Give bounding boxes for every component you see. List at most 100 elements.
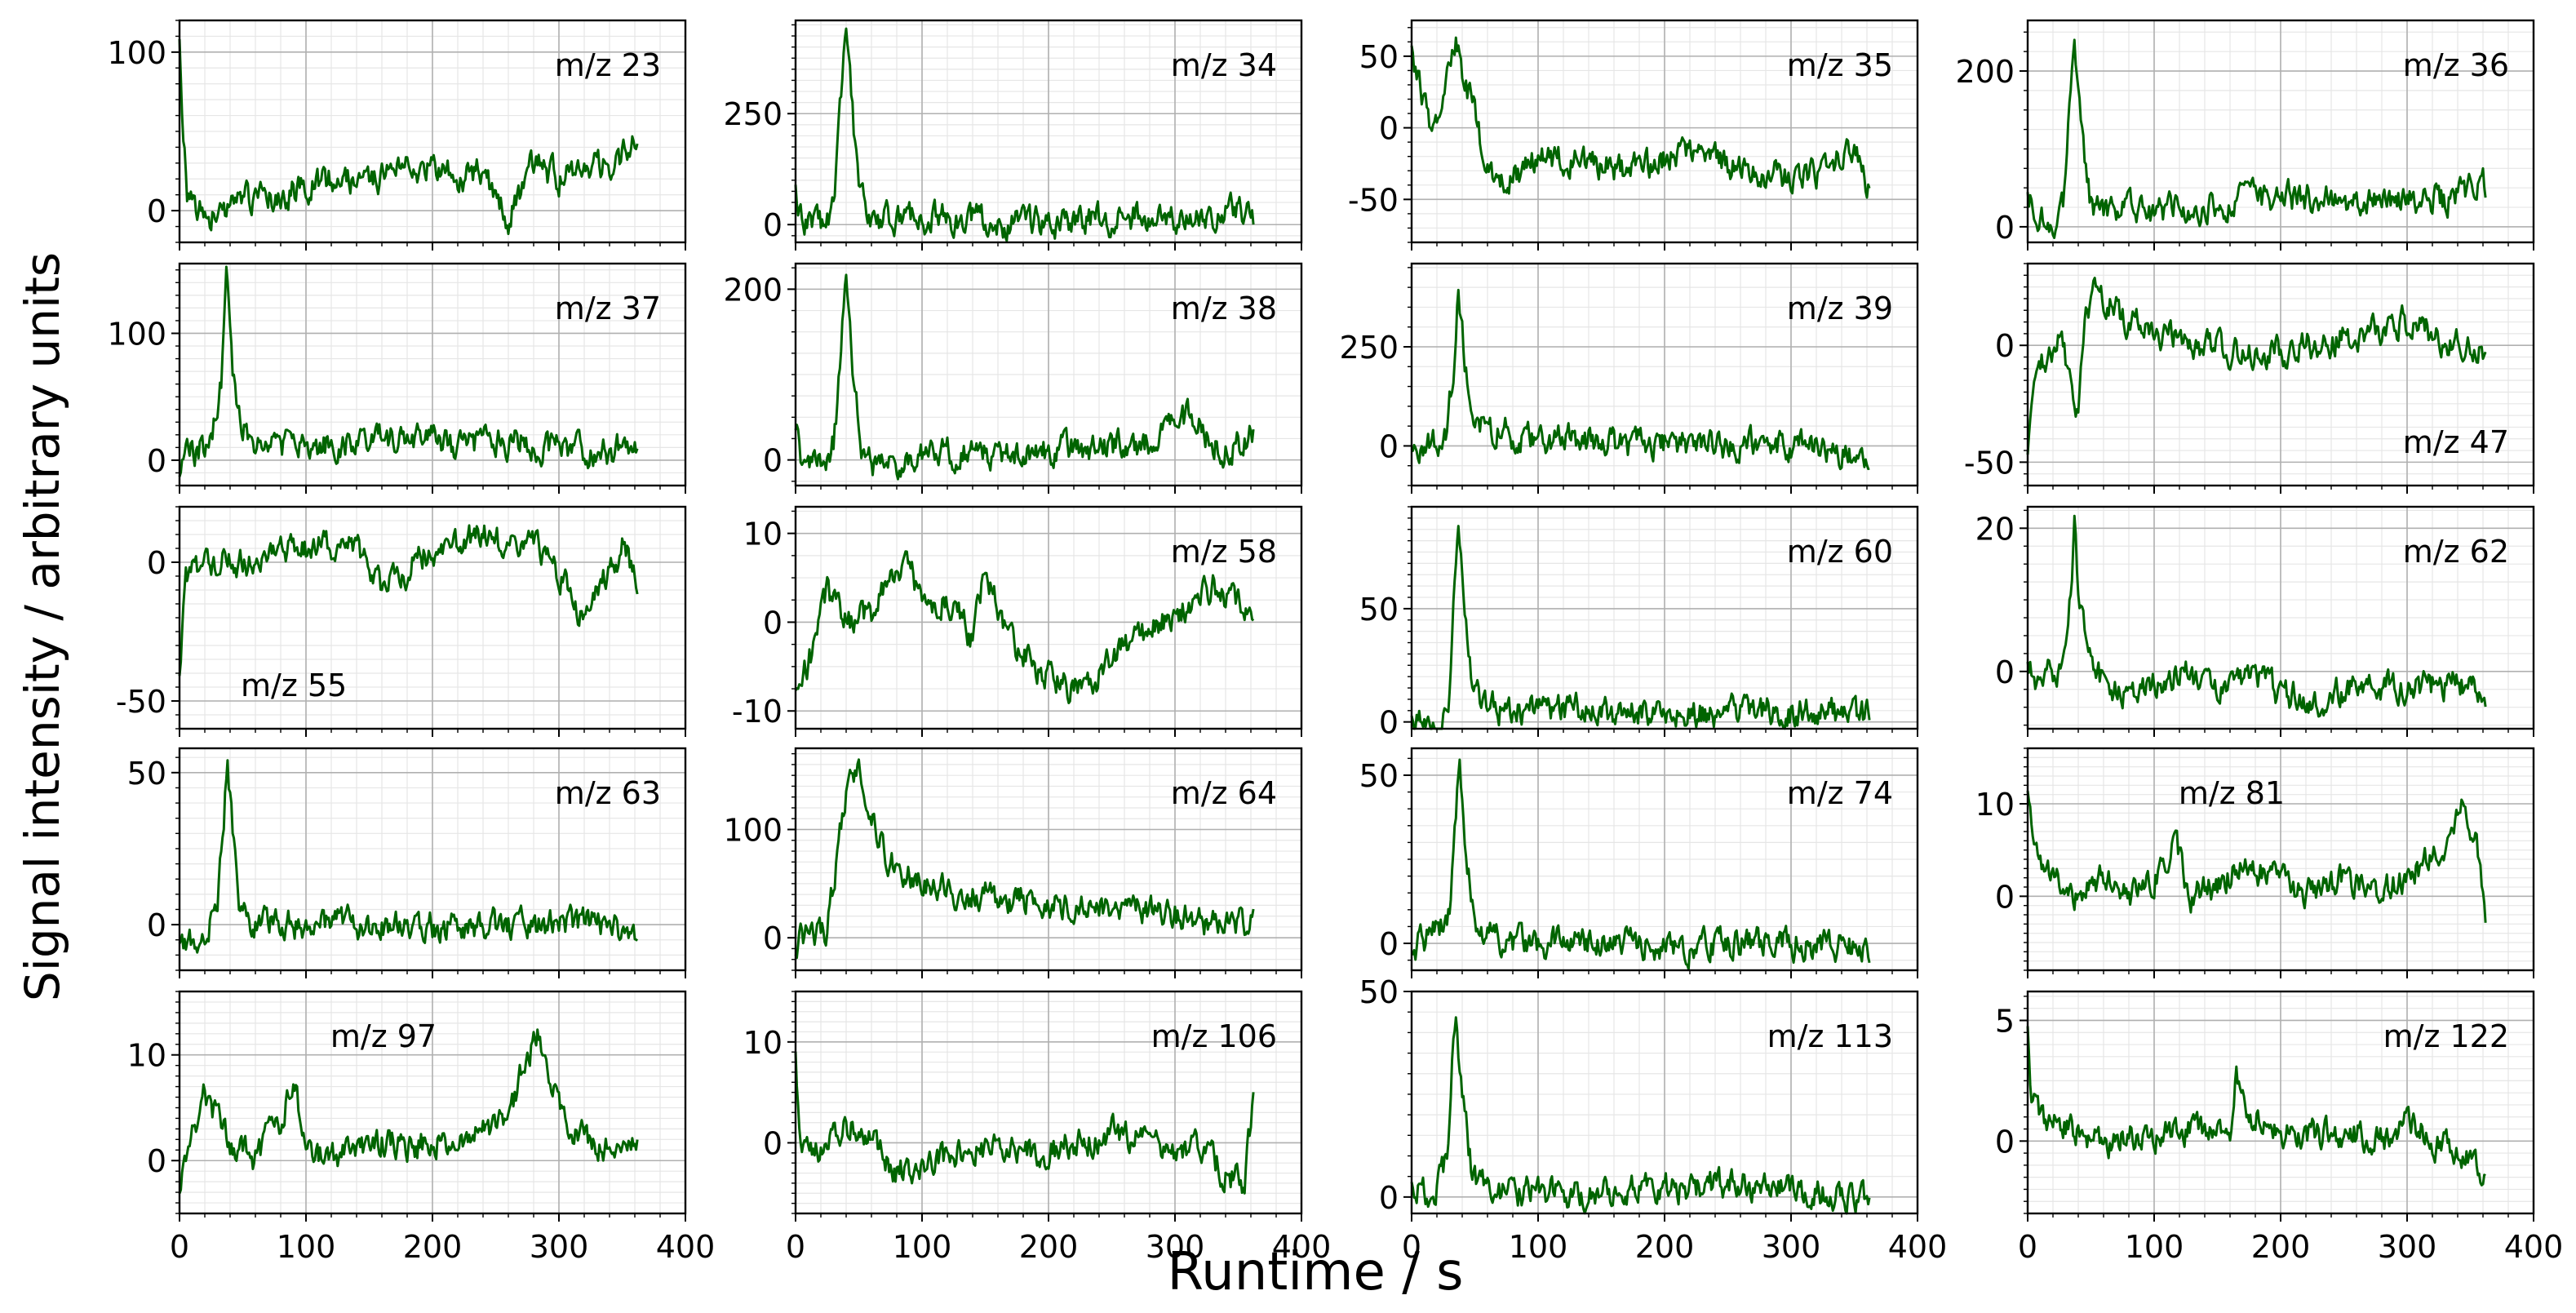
panel-label: m/z 113: [1767, 1018, 1893, 1054]
y-tick-label: 10: [743, 1025, 783, 1061]
panel-4: 0 200 m/z 36: [1955, 19, 2535, 251]
y-tick-label: 10: [743, 517, 783, 552]
x-tick-label: 0: [786, 1229, 805, 1265]
x-tick-label: 100: [277, 1229, 336, 1265]
y-tick-label: 0: [147, 443, 166, 479]
y-tick-label: 0: [1995, 879, 2015, 915]
series-line: [1411, 758, 1871, 970]
y-tick-label: 0: [1995, 654, 2015, 690]
series-line: [2026, 277, 2487, 455]
panel-label: m/z 38: [1171, 291, 1277, 326]
series-line: [794, 273, 1255, 481]
x-tick-label: 200: [2251, 1229, 2311, 1265]
series-line: [794, 1051, 1255, 1195]
y-tick-label: 250: [1339, 330, 1399, 366]
y-tick-label: 0: [147, 193, 166, 229]
panel-6: 0 200 m/z 38: [723, 262, 1303, 494]
y-tick-label: 0: [1379, 1180, 1399, 1216]
y-tick-label: -50: [1348, 182, 1399, 218]
series-line: [1410, 288, 1870, 471]
panel-label: m/z 58: [1171, 534, 1277, 570]
panel-label: m/z 63: [555, 775, 661, 811]
x-tick-label: 400: [1272, 1229, 1332, 1265]
y-tick-label: 0: [147, 1143, 166, 1179]
series-line: [1410, 1016, 1871, 1215]
y-tick-label: 200: [723, 272, 783, 308]
series-line: [2026, 1026, 2486, 1187]
y-tick-label: 50: [1359, 592, 1399, 628]
series-line: [794, 27, 1255, 242]
series-line: [794, 550, 1255, 704]
panel-label: m/z 35: [1787, 47, 1893, 83]
y-tick-label: 0: [763, 443, 783, 479]
y-tick-label: -50: [1964, 445, 2015, 481]
panel-2: 0 250 m/z 34: [723, 19, 1303, 251]
series-line: [178, 38, 639, 236]
x-tick-label: 0: [2018, 1229, 2037, 1265]
panel-12: 0 20 m/z 62: [1975, 505, 2535, 737]
series-line: [794, 758, 1255, 960]
y-tick-label: 0: [1995, 1124, 2015, 1160]
series-line: [178, 759, 639, 954]
panel-8: -50 0 m/z 47: [1964, 262, 2535, 494]
y-tick-label: 50: [127, 756, 166, 792]
y-tick-label: 0: [763, 605, 783, 641]
series-line: [1410, 36, 1871, 199]
y-tick-label: 0: [1379, 705, 1399, 741]
panel-15: 0 50 m/z 74: [1359, 747, 1919, 978]
y-tick-label: 100: [107, 316, 166, 352]
x-tick-label: 400: [2504, 1229, 2564, 1265]
y-tick-label: 0: [1379, 111, 1399, 147]
x-axis-label: Runtime / s: [1168, 1242, 1464, 1302]
y-tick-label: 0: [147, 907, 166, 943]
panel-19: 0 50 0 100 200 300 400 m/z 113: [1359, 974, 1948, 1265]
panel-16: 0 10 m/z 81: [1975, 747, 2535, 978]
x-tick-label: 300: [1762, 1229, 1821, 1265]
panel-14: 0 100 m/z 64: [723, 747, 1303, 978]
y-tick-label: -50: [116, 684, 166, 720]
y-tick-label: 10: [1975, 787, 2015, 823]
y-tick-label: 50: [1359, 758, 1399, 794]
x-tick-label: 400: [656, 1229, 716, 1265]
panel-11: 0 50 m/z 60: [1359, 505, 1919, 741]
x-tick-label: 400: [1888, 1229, 1948, 1265]
x-tick-label: 0: [170, 1229, 189, 1265]
panel-label: m/z 106: [1151, 1018, 1277, 1054]
panel-label: m/z 62: [2403, 534, 2509, 570]
y-tick-label: 10: [127, 1038, 166, 1074]
series-line: [1410, 525, 1871, 730]
panel-label: m/z 64: [1171, 775, 1277, 811]
x-tick-label: 0: [1402, 1229, 1421, 1265]
x-tick-label: 100: [893, 1229, 952, 1265]
panel-label: m/z 81: [2179, 775, 2285, 811]
y-tick-label: -10: [732, 694, 783, 730]
panel-13: 0 50 m/z 63: [127, 747, 687, 978]
panel-1: 0 100 m/z 23: [107, 19, 687, 251]
y-tick-label: 0: [1995, 210, 2015, 246]
x-tick-label: 300: [2378, 1229, 2437, 1265]
series-line: [178, 1028, 639, 1195]
series-line: [178, 265, 639, 477]
y-tick-label: 0: [763, 207, 783, 243]
y-tick-label: 0: [763, 920, 783, 956]
y-tick-label: 100: [107, 35, 166, 71]
y-axis-label: Signal intensity / arbitrary units: [15, 252, 70, 1001]
y-tick-label: 100: [723, 813, 783, 849]
panel-label: m/z 122: [2383, 1018, 2509, 1054]
x-tick-label: 200: [403, 1229, 463, 1265]
panel-7: 0 250 m/z 39: [1339, 262, 1919, 494]
panel-label: m/z 37: [555, 291, 661, 326]
x-tick-label: 100: [2125, 1229, 2184, 1265]
series-line: [2026, 38, 2487, 239]
x-tick-label: 300: [530, 1229, 589, 1265]
y-tick-label: 50: [1359, 974, 1399, 1010]
panel-label: m/z 55: [241, 668, 347, 703]
y-tick-label: 0: [1995, 328, 2015, 364]
panel-label: m/z 34: [1171, 47, 1277, 83]
y-tick-label: 200: [1955, 54, 2015, 90]
x-tick-label: 100: [1509, 1229, 1568, 1265]
y-tick-label: 0: [1379, 926, 1399, 962]
